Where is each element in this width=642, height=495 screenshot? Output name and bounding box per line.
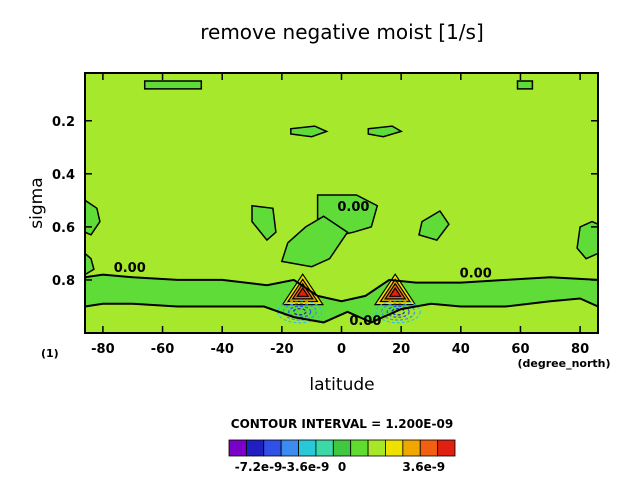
negative-min-contour xyxy=(288,305,312,318)
x-unit-label: (degree_north) xyxy=(517,357,610,370)
y-axis-label: sigma xyxy=(27,177,47,228)
contour-label: 0.00 xyxy=(349,314,381,329)
colorbar-cell xyxy=(437,439,456,457)
chart-title: remove negative moist [1/s] xyxy=(200,20,484,44)
positive-core xyxy=(296,287,310,297)
colorbar-tick-label: 0 xyxy=(338,460,346,474)
contour-label: 0.00 xyxy=(460,266,492,281)
negative-min-contour xyxy=(375,300,421,324)
y-tick-label: 0.2 xyxy=(52,115,75,130)
plot-area: 0.00 0.00 0.00 0.00 xyxy=(84,72,599,334)
colorbar-cell xyxy=(228,439,247,457)
x-tick-label: -40 xyxy=(210,342,234,357)
x-axis-ticks: -80 -60 -40 -20 0 20 40 60 80 xyxy=(91,73,589,357)
negative-min-contour xyxy=(292,308,307,316)
colorbar-tick-labels: -7.2e-9 -3.6e-9 0 3.6e-9 xyxy=(235,460,445,474)
y-axis-ticks: 0.2 0.4 0.6 0.8 xyxy=(52,115,598,289)
y-tick-label: 0.4 xyxy=(52,168,75,183)
colorbar xyxy=(228,439,456,457)
colorbar-tick-label: -7.2e-9 xyxy=(235,460,283,474)
contour-label: 0.00 xyxy=(114,261,146,276)
contour-interval: CONTOUR INTERVAL = 1.200E-09 xyxy=(231,417,453,431)
negative-patch xyxy=(280,215,349,268)
negative-min-contour xyxy=(282,302,317,321)
colorbar-cell xyxy=(332,439,352,457)
x-tick-label: 0 xyxy=(337,342,346,357)
colorbar-cell xyxy=(402,439,421,457)
colorbar-cell xyxy=(350,439,369,457)
x-tick-label: -60 xyxy=(151,342,175,357)
negative-patch xyxy=(516,80,534,90)
x-tick-label: 40 xyxy=(452,342,470,357)
contour-lines xyxy=(84,273,599,324)
y-tick-label: 0.6 xyxy=(52,221,75,236)
colorbar-cell xyxy=(419,439,439,457)
colorbar-tick-label: -3.6e-9 xyxy=(282,460,330,474)
negative-patch xyxy=(418,209,450,241)
colorbar-tick-label: 3.6e-9 xyxy=(402,460,445,474)
negative-min-contour xyxy=(391,308,405,316)
negative-patch xyxy=(367,125,404,138)
field-shading xyxy=(84,80,599,323)
negative-min-contour xyxy=(386,305,410,318)
contour-label: 0.00 xyxy=(337,200,369,215)
x-tick-label: -20 xyxy=(270,342,294,357)
zero-contour-upper xyxy=(84,273,599,303)
colorbar-cell xyxy=(385,439,404,457)
negative-patch xyxy=(290,125,329,138)
x-axis-label: latitude xyxy=(309,375,374,395)
negative-band-fill xyxy=(85,274,598,323)
colorbar-cell xyxy=(298,439,317,457)
colorbar-cell xyxy=(263,439,282,457)
contour-labels: 0.00 0.00 0.00 0.00 xyxy=(114,200,492,329)
colorbar-cell xyxy=(367,439,386,457)
negative-min-contour xyxy=(381,302,416,321)
x-tick-label: 80 xyxy=(571,342,589,357)
colorbar-cell xyxy=(315,439,334,457)
positive-core xyxy=(388,287,402,297)
x-tick-label: -80 xyxy=(91,342,115,357)
colorbar-cell xyxy=(280,439,299,457)
y-tick-label: 0.8 xyxy=(52,274,75,289)
x-tick-label: 60 xyxy=(511,342,529,357)
corner-label: (1) xyxy=(41,347,59,360)
x-tick-label: 20 xyxy=(392,342,410,357)
negative-patch xyxy=(143,80,203,90)
negative-patch xyxy=(251,204,277,242)
zero-contour-lower xyxy=(84,297,599,324)
colorbar-cell xyxy=(245,439,265,457)
